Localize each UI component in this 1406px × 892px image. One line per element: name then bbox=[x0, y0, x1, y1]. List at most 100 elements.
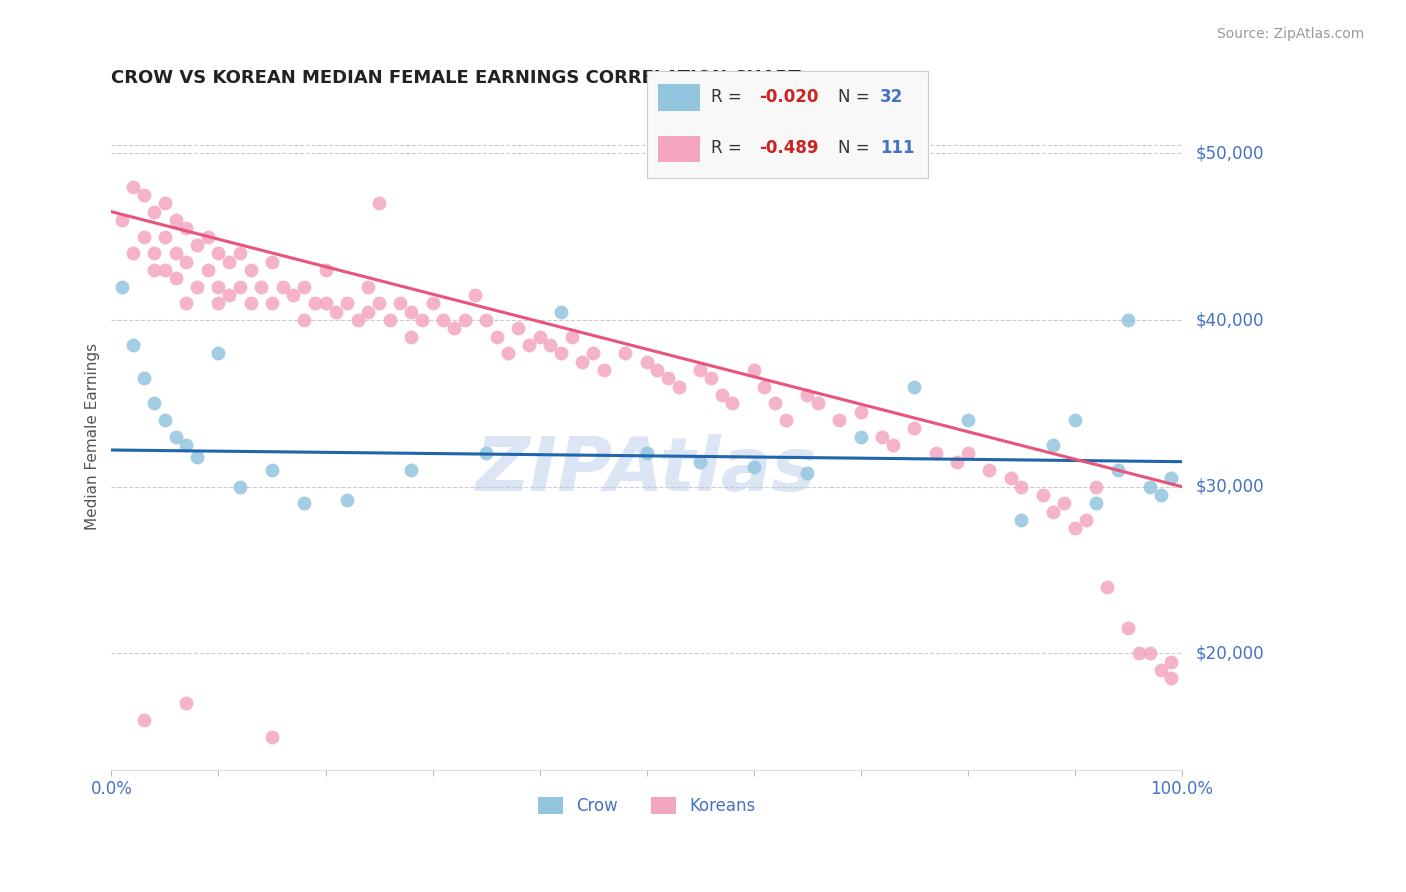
Point bbox=[689, 363, 711, 377]
Point bbox=[153, 229, 176, 244]
Point bbox=[176, 438, 198, 452]
Point bbox=[325, 304, 347, 318]
Text: N =: N = bbox=[838, 88, 875, 106]
Point bbox=[1095, 580, 1118, 594]
Point bbox=[368, 196, 391, 211]
Point bbox=[292, 496, 315, 510]
Point bbox=[283, 288, 305, 302]
Point bbox=[1085, 496, 1108, 510]
Point bbox=[176, 221, 198, 235]
Legend: Crow, Koreans: Crow, Koreans bbox=[531, 790, 762, 822]
Point bbox=[422, 296, 444, 310]
Point bbox=[292, 279, 315, 293]
Point bbox=[304, 296, 326, 310]
Point bbox=[143, 396, 166, 410]
Point bbox=[1160, 671, 1182, 685]
Point bbox=[1042, 505, 1064, 519]
Point bbox=[475, 313, 498, 327]
Point bbox=[165, 213, 187, 227]
Point bbox=[849, 430, 872, 444]
Point bbox=[260, 730, 283, 744]
Point bbox=[1160, 471, 1182, 485]
Point bbox=[186, 450, 208, 464]
Point bbox=[176, 696, 198, 710]
Point bbox=[239, 263, 262, 277]
Text: $20,000: $20,000 bbox=[1197, 644, 1264, 663]
Text: R =: R = bbox=[711, 88, 748, 106]
Point bbox=[121, 338, 143, 352]
Point bbox=[389, 296, 412, 310]
Point bbox=[443, 321, 465, 335]
Point bbox=[882, 438, 904, 452]
Point bbox=[368, 296, 391, 310]
Point bbox=[529, 329, 551, 343]
Point bbox=[292, 313, 315, 327]
Point bbox=[763, 396, 786, 410]
Point bbox=[153, 263, 176, 277]
Text: $40,000: $40,000 bbox=[1197, 311, 1264, 329]
Point bbox=[1085, 480, 1108, 494]
Point bbox=[1000, 471, 1022, 485]
Point bbox=[1139, 480, 1161, 494]
FancyBboxPatch shape bbox=[658, 84, 700, 111]
Point bbox=[775, 413, 797, 427]
Point bbox=[197, 229, 219, 244]
Point bbox=[956, 413, 979, 427]
Text: CROW VS KOREAN MEDIAN FEMALE EARNINGS CORRELATION CHART: CROW VS KOREAN MEDIAN FEMALE EARNINGS CO… bbox=[111, 69, 801, 87]
Point bbox=[260, 254, 283, 268]
Point bbox=[111, 213, 134, 227]
Point bbox=[742, 363, 765, 377]
Point bbox=[207, 279, 229, 293]
Text: $30,000: $30,000 bbox=[1197, 478, 1264, 496]
Point bbox=[186, 238, 208, 252]
Point bbox=[517, 338, 540, 352]
Point bbox=[143, 246, 166, 260]
Point bbox=[399, 304, 422, 318]
Point bbox=[614, 346, 637, 360]
Point bbox=[485, 329, 508, 343]
Point bbox=[903, 379, 925, 393]
Point bbox=[538, 338, 561, 352]
Point bbox=[260, 296, 283, 310]
Point bbox=[165, 430, 187, 444]
Point bbox=[218, 288, 240, 302]
Point bbox=[432, 313, 454, 327]
Point bbox=[378, 313, 401, 327]
Point bbox=[176, 296, 198, 310]
Point bbox=[796, 388, 818, 402]
Point bbox=[828, 413, 851, 427]
Point bbox=[260, 463, 283, 477]
Point bbox=[946, 455, 969, 469]
Point bbox=[1149, 663, 1171, 677]
Text: R =: R = bbox=[711, 139, 748, 157]
Point bbox=[464, 288, 486, 302]
Point bbox=[1118, 621, 1140, 635]
Point bbox=[218, 254, 240, 268]
Point bbox=[796, 467, 818, 481]
Point bbox=[132, 371, 155, 385]
Point bbox=[399, 329, 422, 343]
Point bbox=[807, 396, 830, 410]
Point bbox=[357, 279, 380, 293]
Point bbox=[582, 346, 605, 360]
Point bbox=[668, 379, 690, 393]
Point bbox=[111, 279, 134, 293]
Point bbox=[550, 304, 572, 318]
Point bbox=[1064, 521, 1087, 535]
Point bbox=[647, 363, 669, 377]
Point bbox=[229, 480, 252, 494]
Point bbox=[229, 246, 252, 260]
Point bbox=[239, 296, 262, 310]
Point bbox=[1053, 496, 1076, 510]
Point bbox=[1074, 513, 1097, 527]
Point bbox=[132, 188, 155, 202]
Point bbox=[197, 263, 219, 277]
Point bbox=[207, 246, 229, 260]
Point bbox=[849, 405, 872, 419]
Point bbox=[121, 246, 143, 260]
Point bbox=[1010, 513, 1032, 527]
Point bbox=[742, 459, 765, 474]
Point bbox=[143, 263, 166, 277]
Point bbox=[121, 179, 143, 194]
Point bbox=[925, 446, 948, 460]
